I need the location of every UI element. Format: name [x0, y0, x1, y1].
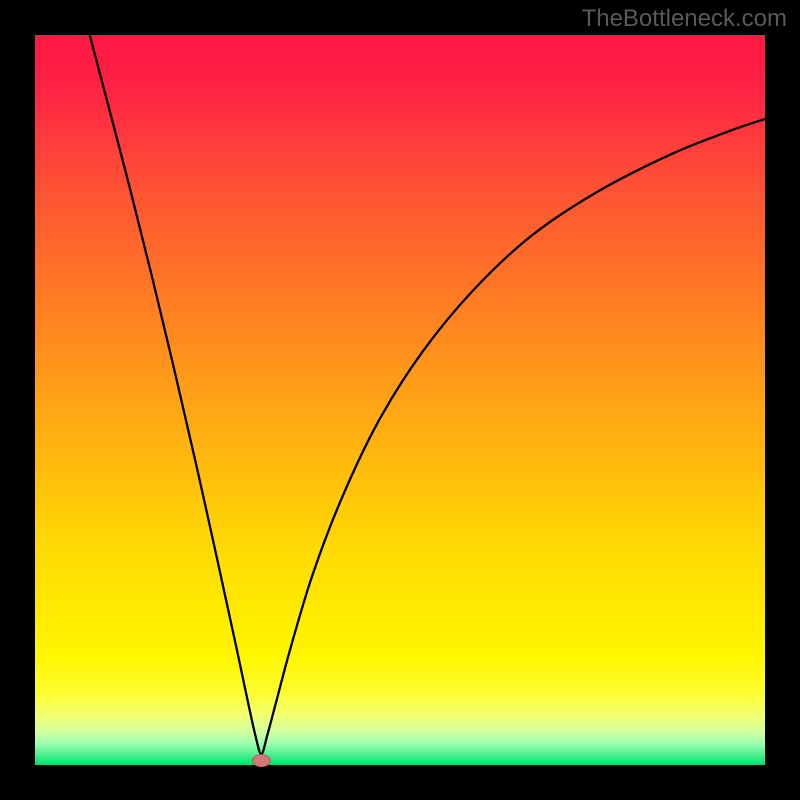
- chart-root: TheBottleneck.com: [0, 0, 800, 800]
- bottleneck-chart: TheBottleneck.com: [0, 0, 800, 800]
- optimal-point-marker: [252, 755, 270, 767]
- watermark-text: TheBottleneck.com: [582, 5, 787, 32]
- plot-area: [35, 35, 765, 765]
